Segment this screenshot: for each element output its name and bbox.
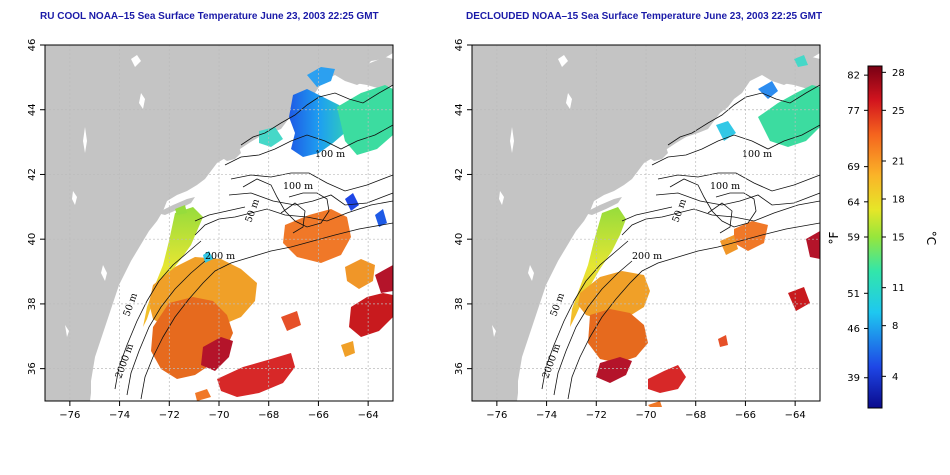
- sst-imagery-right: [570, 55, 820, 407]
- celsius-tick-label: 18: [892, 195, 905, 206]
- x-tick-label: −66: [308, 410, 329, 421]
- x-tick-label: −70: [208, 410, 229, 421]
- y-tick-label: 38: [27, 298, 38, 311]
- bathymetry-contours-right: [541, 84, 821, 400]
- x-tick-label: −72: [159, 410, 180, 421]
- celsius-tick-label: 15: [892, 233, 905, 244]
- y-tick-label: 36: [27, 362, 38, 375]
- temperature-colorbar: 82 77 69 64 59 51 46 39 28 25 21 18 15 11 8 4 °F °C: [827, 65, 938, 409]
- x-tick-label: −68: [685, 410, 706, 421]
- x-tick-label: −70: [635, 410, 656, 421]
- celsius-tick-label: 4: [892, 372, 898, 383]
- right-panel-title: DECLOUDED NOAA–15 Sea Surface Temperatur…: [466, 11, 823, 22]
- fahrenheit-tick-label: 39: [847, 373, 860, 384]
- fahrenheit-tick-label: 77: [847, 106, 860, 117]
- fahrenheit-tick-label: 82: [847, 71, 860, 82]
- y-tick-label: 40: [454, 233, 465, 246]
- x-tick-label: −74: [536, 410, 557, 421]
- left-map-panel: 100 m 100 m 50 m 200 m 50 m 2000 m −76 −7…: [27, 39, 394, 421]
- celsius-scale: 28 25 21 18 15 11 8 4: [882, 68, 905, 383]
- y-tick-label: 44: [454, 103, 465, 116]
- sst-imagery-left: [143, 67, 393, 401]
- y-tick-label: 42: [454, 168, 465, 181]
- contour-labels-left: 100 m 100 m 50 m 200 m 50 m 2000 m: [113, 149, 345, 380]
- contour-label: 100 m: [283, 181, 313, 192]
- fahrenheit-scale: 82 77 69 64 59 51 46 39: [847, 71, 868, 384]
- left-panel-title: RU COOL NOAA–15 Sea Surface Temperature …: [40, 11, 379, 22]
- celsius-tick-label: 25: [892, 106, 905, 117]
- celsius-label: °C: [924, 231, 938, 245]
- fahrenheit-tick-label: 69: [847, 162, 860, 173]
- x-tick-label: −76: [486, 410, 507, 421]
- contour-label: 100 m: [315, 149, 345, 160]
- colorbar-gradient: [867, 65, 883, 409]
- celsius-tick-label: 21: [892, 157, 905, 168]
- x-tick-label: −64: [785, 410, 806, 421]
- graticule-right: [472, 44, 820, 401]
- y-tick-label: 38: [454, 298, 465, 311]
- y-axis-right: 36 38 40 42 44 46: [454, 39, 472, 375]
- celsius-tick-label: 8: [892, 321, 898, 332]
- y-tick-label: 36: [454, 362, 465, 375]
- y-tick-label: 46: [454, 39, 465, 52]
- x-tick-label: −68: [258, 410, 279, 421]
- y-tick-label: 44: [27, 103, 38, 116]
- x-tick-label: −64: [358, 410, 379, 421]
- contour-label: 100 m: [710, 181, 740, 192]
- y-tick-label: 46: [27, 39, 38, 52]
- celsius-tick-label: 11: [892, 283, 905, 294]
- bathymetry-contours-left: [114, 84, 394, 400]
- fahrenheit-label: °F: [827, 231, 841, 244]
- contour-label: 200 m: [205, 251, 235, 262]
- right-map-panel: 100 m 100 m 50 m 200 m 50 m 2000 m −76 −7…: [454, 39, 821, 421]
- x-axis-right: −76 −74 −72 −70 −68 −66 −64: [486, 401, 806, 421]
- y-tick-label: 42: [27, 168, 38, 181]
- fahrenheit-tick-label: 59: [847, 233, 860, 244]
- x-tick-label: −74: [109, 410, 130, 421]
- fahrenheit-tick-label: 51: [847, 289, 860, 300]
- contour-label: 200 m: [632, 251, 662, 262]
- y-axis-left: 36 38 40 42 44 46: [27, 39, 45, 375]
- fahrenheit-tick-label: 46: [847, 324, 860, 335]
- celsius-tick-label: 28: [892, 68, 905, 79]
- contour-label: 100 m: [742, 149, 772, 160]
- y-tick-label: 40: [27, 233, 38, 246]
- x-tick-label: −76: [59, 410, 80, 421]
- x-tick-label: −72: [586, 410, 607, 421]
- x-axis-left: −76 −74 −72 −70 −68 −66 −64: [59, 401, 379, 421]
- fahrenheit-tick-label: 64: [847, 197, 860, 208]
- x-tick-label: −66: [735, 410, 756, 421]
